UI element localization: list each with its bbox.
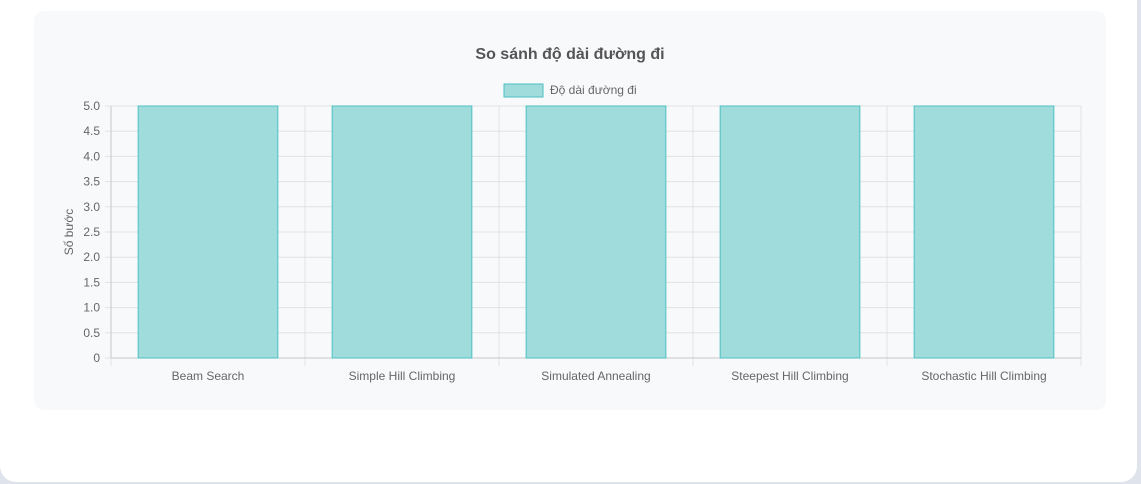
- x-tick-label: Simulated Annealing: [541, 369, 650, 383]
- legend-swatch: [503, 83, 544, 98]
- y-tick-label: 0.5: [83, 326, 100, 340]
- x-tick-label: Stochastic Hill Climbing: [921, 369, 1046, 383]
- y-tick-label: 1.5: [83, 275, 100, 289]
- y-tick-label: 1.0: [83, 301, 100, 315]
- x-tick-label: Steepest Hill Climbing: [731, 369, 848, 383]
- y-tick-label: 2.0: [83, 250, 100, 264]
- legend[interactable]: Độ dài đường đi: [503, 83, 637, 98]
- bar[interactable]: [913, 105, 1055, 359]
- x-tick-label: Simple Hill Climbing: [349, 369, 456, 383]
- y-tick-label: 5.0: [83, 99, 100, 113]
- x-tick-label: Beam Search: [172, 369, 245, 383]
- y-tick-label: 4.0: [83, 149, 100, 163]
- y-tick-label: 3.5: [83, 175, 100, 189]
- y-tick-label: 4.5: [83, 124, 100, 138]
- legend-label: Độ dài đường đi: [550, 83, 637, 97]
- bar[interactable]: [525, 105, 667, 359]
- chart-title: So sánh độ dài đường đi: [475, 46, 664, 63]
- y-axis-title: Số bước: [62, 209, 76, 256]
- bar[interactable]: [719, 105, 861, 359]
- y-tick-label: 2.5: [83, 225, 100, 239]
- bar[interactable]: [331, 105, 473, 359]
- bar[interactable]: [137, 105, 279, 359]
- y-tick-label: 0: [93, 351, 100, 365]
- y-tick-label: 3.0: [83, 200, 100, 214]
